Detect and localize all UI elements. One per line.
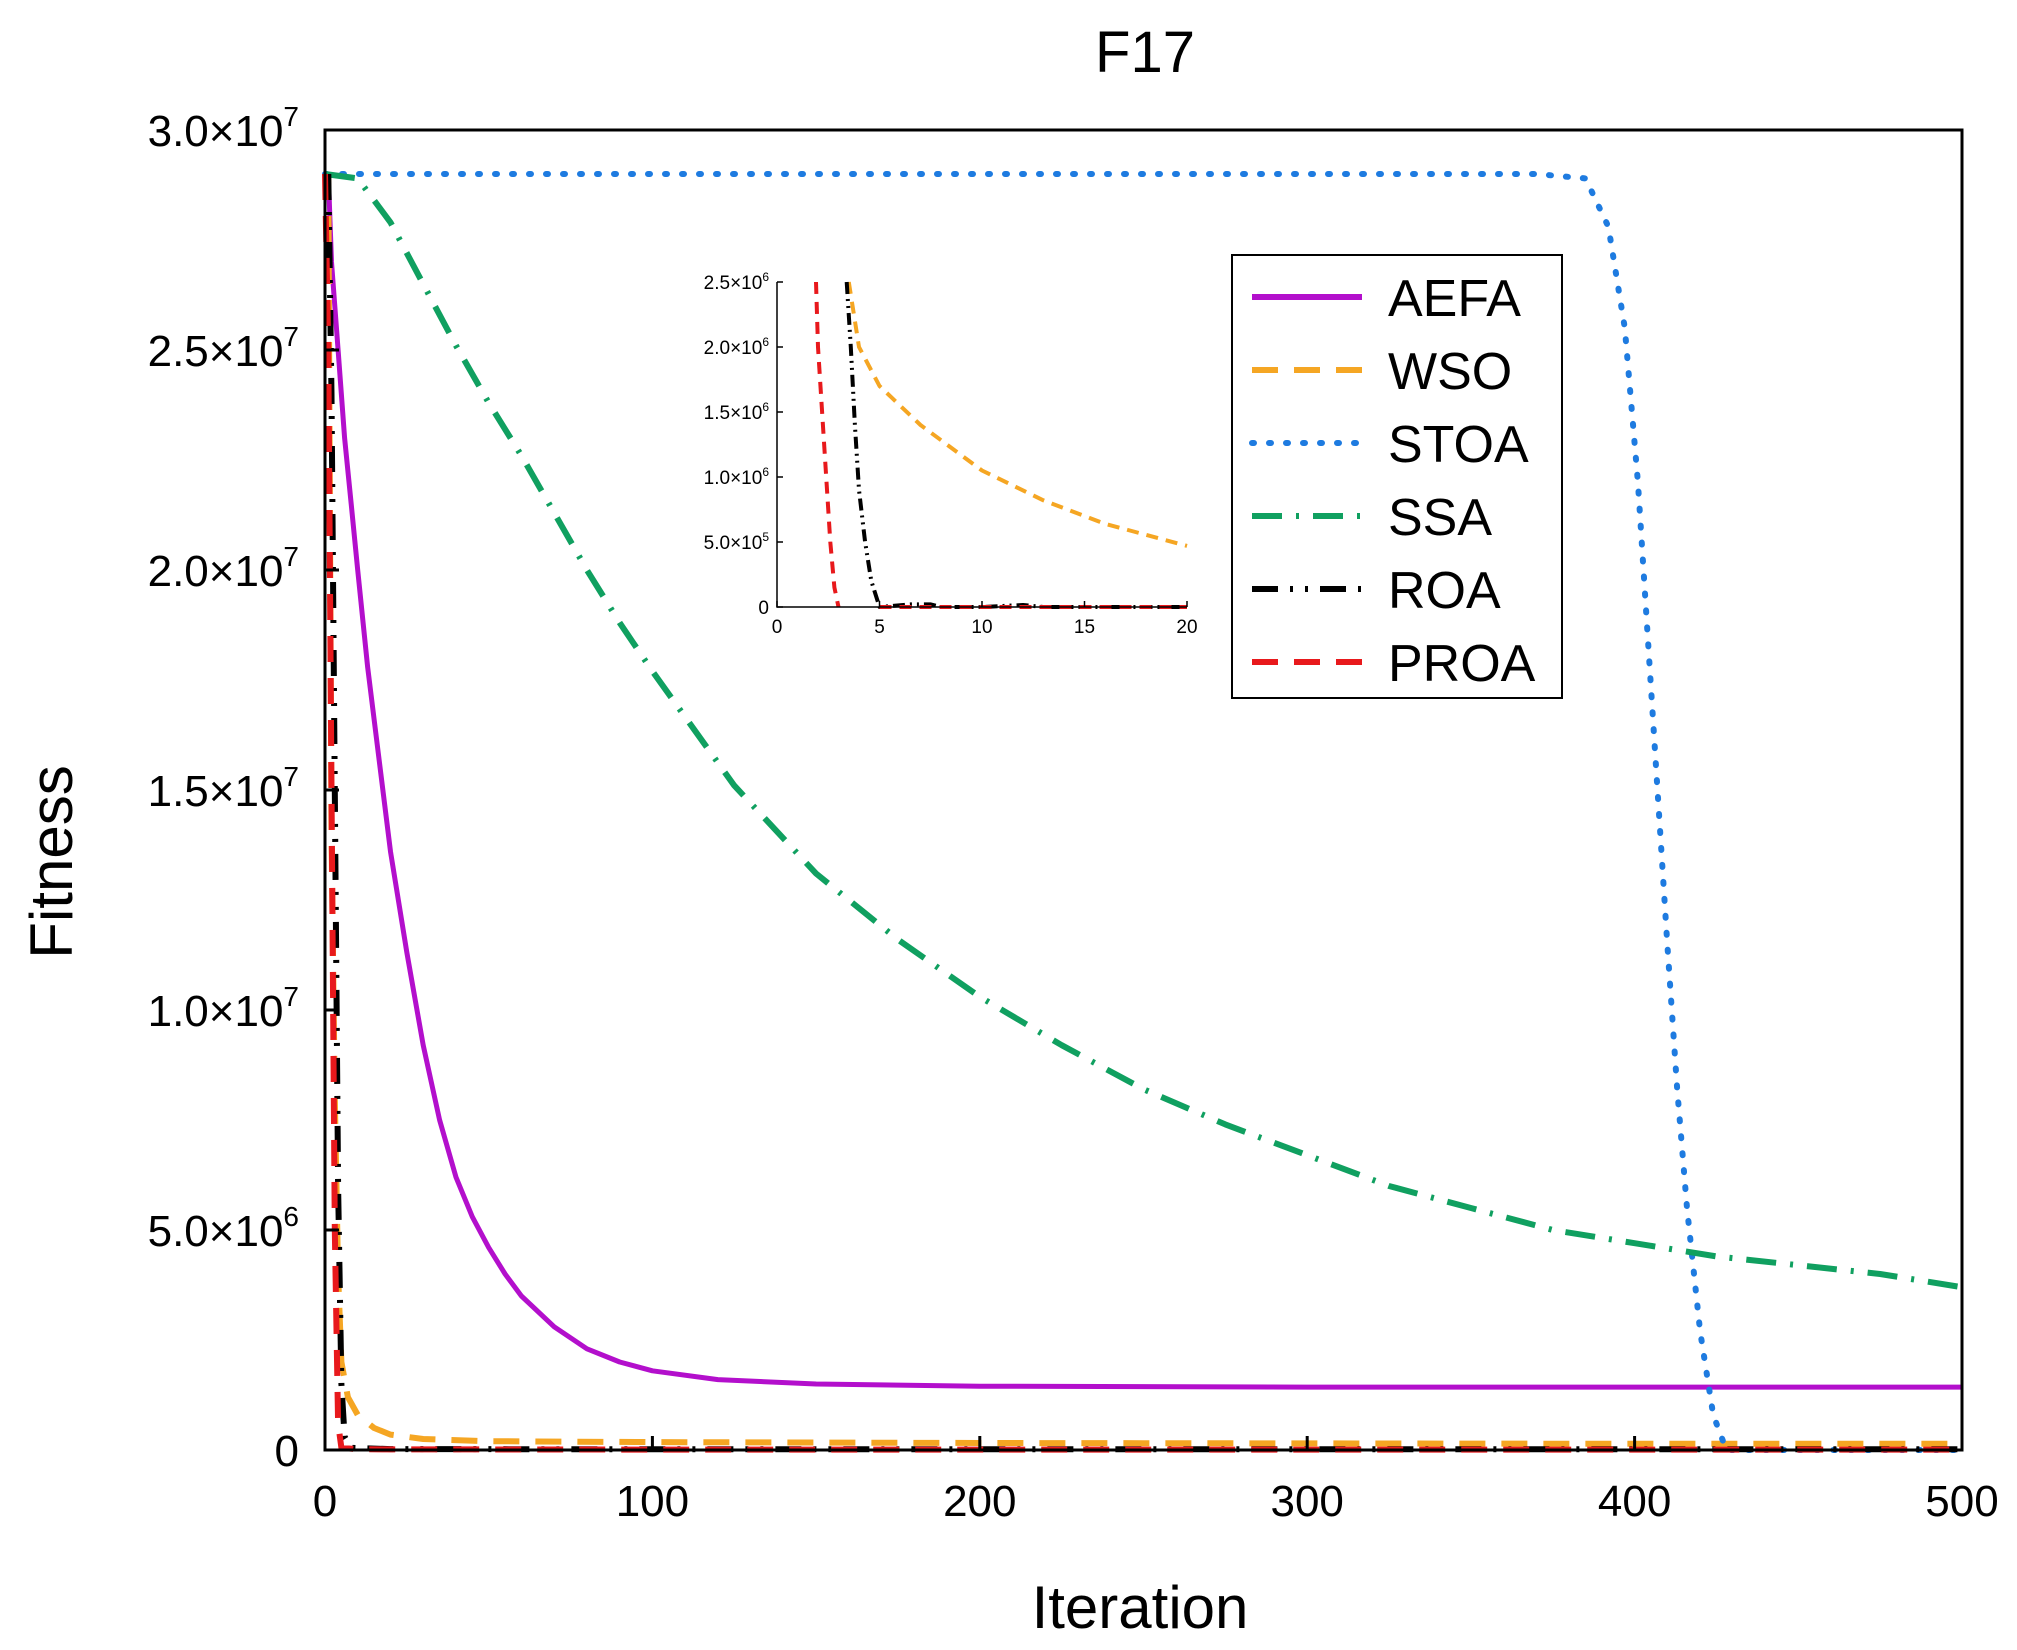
legend-label-proa: PROA (1388, 635, 1536, 693)
series-line-stoa (322, 171, 1965, 1453)
legend-label-ssa: SSA (1388, 489, 1492, 547)
inset-y-tick-label: 1.5×106 (704, 400, 770, 424)
inset-y-tick-label: 1.0×106 (704, 465, 770, 489)
inset-y-tick-label: 0 (758, 598, 769, 619)
inset-x-axis-ticks: 0 5 10 15 20 (772, 601, 1198, 638)
y-tick-label: 3.0×107 (148, 101, 299, 156)
y-tick-label: 1.0×107 (148, 981, 299, 1036)
y-axis-label: Fitness (18, 765, 85, 958)
inset-x-tick-label: 15 (1074, 617, 1095, 638)
inset-x-tick-label: 5 (874, 617, 885, 638)
legend: AEFA WSO STOA SSA ROA PROA (1231, 254, 1563, 699)
inset-y-tick-label: 5.0×105 (704, 530, 770, 554)
inset-x-tick-label: 10 (971, 617, 992, 638)
inset-series-line-roa (844, 281, 1187, 609)
inset-y-tick-label: 2.5×106 (704, 270, 770, 294)
legend-items: AEFA WSO STOA SSA ROA PROA (1249, 270, 1536, 693)
y-tick-label: 0 (275, 1427, 299, 1476)
x-axis-ticks: 0 100 200 300 400 500 (313, 1436, 1999, 1526)
legend-label-aefa: AEFA (1388, 270, 1521, 328)
x-tick-label: 0 (313, 1477, 337, 1526)
inset-axes (776, 282, 1187, 608)
inset-x-tick-label: 0 (772, 617, 783, 638)
x-tick-label: 500 (1925, 1477, 1998, 1526)
series-line-proa (322, 173, 1962, 1453)
inset-plot: 0 5 10 15 20 0 5.0×105 1.0×106 1.5×106 2.0×106 2.… (704, 270, 1198, 638)
main-series-group (322, 171, 1965, 1453)
legend-label-roa: ROA (1388, 562, 1501, 620)
legend-label-stoa: STOA (1388, 416, 1529, 474)
x-tick-label: 400 (1598, 1477, 1671, 1526)
series-line-wso (325, 173, 1962, 1447)
legend-box (1231, 254, 1563, 699)
y-tick-label: 5.0×106 (148, 1201, 299, 1256)
inset-series-group (814, 281, 1188, 609)
inset-x-tick-label: 20 (1176, 617, 1197, 638)
y-tick-label: 1.5×107 (148, 761, 299, 816)
y-axis-ticks: 0 5.0×106 1.0×107 1.5×107 2.0×107 2.5×107 3.0×… (148, 101, 339, 1476)
x-tick-label: 300 (1270, 1477, 1343, 1526)
series-line-ssa (324, 171, 1963, 1291)
x-axis-label: Iteration (1032, 1574, 1249, 1641)
plot-frame (323, 128, 1964, 1452)
x-tick-label: 100 (616, 1477, 689, 1526)
x-tick-label: 200 (943, 1477, 1016, 1526)
series-line-roa (325, 173, 1962, 1453)
inset-series-line-proa (814, 281, 841, 608)
inset-y-tick-label: 2.0×106 (704, 335, 770, 359)
legend-label-wso: WSO (1388, 343, 1512, 401)
inset-y-axis-ticks: 0 5.0×105 1.0×106 1.5×106 2.0×106 2.5×106 (704, 270, 783, 619)
series-line-aefa (325, 173, 1962, 1390)
main-plot: 0 100 200 300 400 500 05.0×1061.0×1071.5×1072… (148, 101, 1999, 1526)
y-tick-label: 2.0×107 (148, 541, 299, 596)
inset-series-line-wso (846, 281, 1188, 548)
y-tick-label: 2.5×107 (148, 321, 299, 376)
chart-title: F17 (1095, 20, 1195, 85)
